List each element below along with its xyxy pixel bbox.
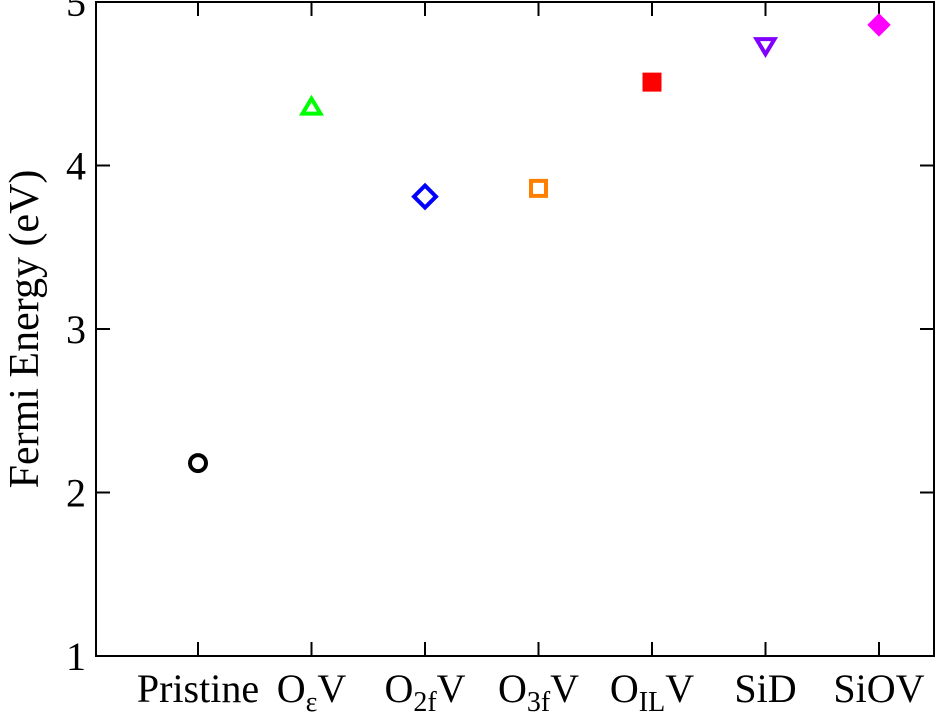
x-category-label: Pristine <box>137 666 259 711</box>
y-tick-label: 5 <box>66 0 86 25</box>
marker-diamond <box>411 182 439 211</box>
marker-circle <box>188 453 208 474</box>
plot-frame <box>95 1 935 657</box>
y-tick-label: 4 <box>66 144 86 189</box>
y-axis: 1 2 3 4 5 <box>66 0 934 679</box>
marker-diamond <box>867 13 891 37</box>
x-category-label: SiOV <box>833 666 924 711</box>
x-category-label: SiD <box>734 666 796 711</box>
x-axis: Pristine OεV O2fV O3fV OILV SiD SiOV <box>137 2 925 715</box>
y-tick-label: 3 <box>66 307 86 352</box>
y-tick-label: 2 <box>66 471 86 516</box>
x-category-label: O3fV <box>498 666 579 715</box>
marker-triangle-up <box>298 94 325 116</box>
marker-square <box>529 178 548 198</box>
y-axis-title: Fermi Energy (eV) <box>2 170 48 489</box>
marker-square <box>642 72 662 92</box>
data-markers <box>188 13 891 474</box>
x-category-label: OεV <box>277 666 347 715</box>
marker-triangle-down <box>752 37 779 59</box>
y-tick-label: 1 <box>66 634 86 679</box>
x-category-label: O2fV <box>384 666 465 715</box>
x-category-label: OILV <box>610 666 694 715</box>
